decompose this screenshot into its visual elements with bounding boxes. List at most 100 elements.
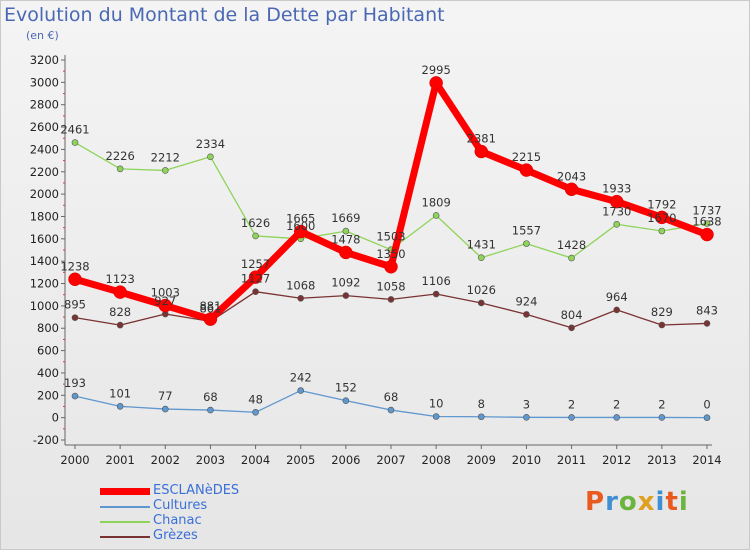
data-point — [387, 406, 395, 414]
data-label: 193 — [64, 376, 86, 390]
data-label: 1626 — [241, 216, 270, 230]
data-point — [658, 414, 666, 421]
y-tick-label: 2200 — [30, 165, 59, 179]
data-point — [384, 260, 398, 274]
data-label: 68 — [203, 390, 218, 404]
logo-letter: i — [655, 487, 666, 517]
data-point — [342, 292, 350, 299]
x-tick-label: 2009 — [467, 453, 496, 467]
proxiti-logo: Proxiti — [585, 487, 689, 517]
logo-letter: r — [605, 487, 619, 517]
data-label: 1127 — [241, 272, 270, 286]
data-label: 1350 — [376, 247, 405, 261]
logo-letter: o — [618, 487, 638, 517]
data-point — [432, 290, 440, 298]
data-label: 1068 — [286, 278, 315, 292]
data-point — [564, 182, 579, 197]
x-tick-label: 2002 — [151, 453, 180, 467]
series-2 — [71, 139, 711, 262]
y-tick-label: -200 — [33, 433, 59, 447]
data-point — [158, 298, 173, 313]
data-label: 1123 — [106, 272, 135, 286]
data-label: 152 — [335, 381, 357, 395]
data-label: 804 — [561, 308, 583, 322]
series-1 — [71, 387, 711, 421]
data-label: 48 — [248, 392, 263, 406]
y-tick-label: 1600 — [30, 232, 59, 246]
data-point — [613, 414, 621, 421]
x-tick-label: 2001 — [106, 453, 135, 467]
data-point — [432, 413, 440, 420]
x-tick-label: 2011 — [557, 453, 586, 467]
data-label: 2226 — [106, 149, 135, 163]
data-label: 1478 — [331, 232, 360, 246]
data-label: 1600 — [286, 219, 315, 233]
legend-label: ESCLANèDES — [153, 483, 240, 498]
data-label: 1431 — [467, 238, 496, 252]
data-label: 2381 — [467, 132, 496, 146]
data-label: 1092 — [331, 276, 360, 290]
data-label: 3 — [523, 397, 530, 411]
legend-swatch — [100, 505, 150, 508]
data-label: 861 — [199, 301, 221, 315]
y-tick-label: 400 — [37, 366, 59, 380]
data-point — [477, 254, 485, 262]
logo-letter: i — [678, 487, 689, 517]
legend-swatch — [100, 520, 150, 523]
data-point — [116, 165, 124, 173]
data-point — [161, 167, 169, 174]
data-label: 2 — [568, 397, 575, 411]
data-point — [71, 139, 79, 146]
legend-label: Grèzes — [153, 528, 198, 543]
data-point — [700, 227, 714, 242]
data-label: 828 — [109, 305, 131, 319]
data-point — [207, 406, 214, 414]
x-tick-label: 2010 — [512, 453, 541, 467]
data-point — [161, 405, 169, 413]
data-point — [568, 414, 575, 421]
data-label: 895 — [64, 298, 86, 312]
x-tick-label: 2008 — [422, 453, 451, 467]
data-label: 1257 — [241, 257, 270, 271]
data-label: 829 — [651, 305, 673, 319]
y-tick-label: 800 — [37, 321, 59, 335]
data-point — [116, 321, 124, 329]
data-label: 1809 — [422, 195, 451, 209]
data-label: 2212 — [151, 150, 180, 164]
y-tick-label: 600 — [37, 344, 59, 358]
data-point — [613, 220, 621, 228]
data-label: 10 — [429, 397, 444, 411]
data-point — [523, 414, 530, 421]
y-tick-label: 2800 — [30, 98, 59, 112]
data-point — [568, 254, 575, 262]
x-tick-label: 2005 — [286, 453, 315, 467]
data-label: 1670 — [647, 211, 676, 225]
x-tick-label: 2014 — [692, 453, 721, 467]
data-label: 1503 — [376, 230, 405, 244]
logo-letter: P — [585, 487, 606, 517]
data-point — [703, 220, 711, 227]
data-label: 2 — [658, 397, 665, 411]
data-label: 1026 — [467, 283, 496, 297]
data-point — [293, 224, 308, 239]
y-tick-label: 0 — [52, 411, 59, 425]
data-label: 8 — [478, 397, 485, 411]
legend-label: Cultures — [153, 498, 208, 513]
data-point — [613, 306, 621, 314]
data-point — [519, 163, 534, 177]
x-tick-label: 2012 — [602, 453, 631, 467]
data-point — [474, 144, 489, 159]
data-label: 1737 — [692, 204, 721, 218]
data-label: 843 — [696, 303, 718, 317]
data-point — [342, 397, 350, 404]
data-label: 924 — [515, 294, 537, 308]
data-point — [658, 321, 666, 329]
y-tick-label: 3000 — [30, 75, 59, 89]
data-label: 1106 — [422, 274, 451, 288]
logo-letter: t — [665, 487, 679, 517]
y-tick-label: 1800 — [30, 209, 59, 223]
data-point — [523, 240, 530, 247]
y-tick-label: 3200 — [30, 53, 59, 67]
data-point — [339, 245, 353, 260]
